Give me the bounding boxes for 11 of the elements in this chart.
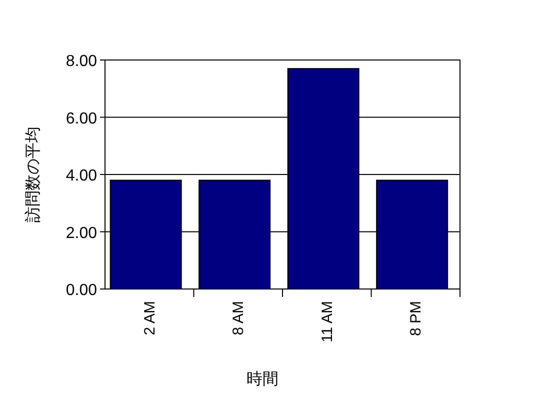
y-tick-label: 2.00 xyxy=(66,224,98,242)
x-tick-label: 8 AM xyxy=(230,301,248,336)
y-tick-label: 0.00 xyxy=(66,282,98,299)
x-tick-label: 8 PM xyxy=(408,301,425,336)
y-tick-label: 8.00 xyxy=(66,53,98,70)
x-tick-label: 11 AM xyxy=(318,301,336,342)
y-axis-title: 訪問数の平均 xyxy=(24,126,42,222)
x-axis-title: 時間 xyxy=(246,370,278,388)
x-tick-label: 2 AM xyxy=(141,301,158,336)
y-tick-label: 4.00 xyxy=(66,168,98,184)
y-tick-label: 6.00 xyxy=(66,110,98,128)
